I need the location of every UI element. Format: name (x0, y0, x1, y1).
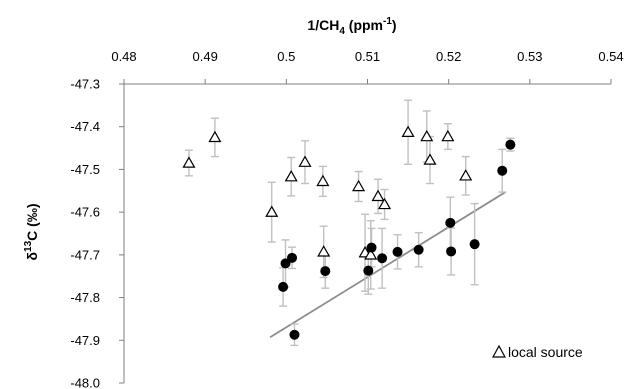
local-source-point (459, 169, 473, 181)
legend-label: local source (508, 344, 583, 360)
local-source-point (420, 129, 434, 142)
data-point (497, 165, 508, 176)
y-axis-title-rest: C (‰) (24, 204, 40, 241)
local-source-point (265, 205, 279, 217)
data-point (377, 253, 388, 264)
local-source-point (284, 169, 298, 182)
x-axis-title-unit-open: (ppm (345, 17, 383, 33)
local-source-point (401, 125, 415, 137)
y-tick-label: -47.4 (70, 119, 100, 134)
data-point (366, 242, 377, 253)
x-axis-title-subscript: 4 (339, 26, 345, 37)
data-point (363, 265, 374, 276)
x-tick-label: 0.53 (517, 49, 542, 64)
x-tick-label: 0.54 (598, 49, 623, 64)
local-source-point (316, 174, 330, 187)
data-markers (182, 125, 516, 340)
data-point (446, 246, 457, 257)
y-tick-label: -47.6 (70, 205, 100, 220)
local-source-point (364, 248, 378, 260)
trendline-group (269, 191, 506, 339)
data-point (445, 217, 456, 228)
y-axis-title-main: δ (24, 252, 40, 261)
data-point (320, 266, 331, 277)
local-source-point (298, 155, 312, 167)
local-source-point (371, 189, 385, 202)
data-point (392, 246, 403, 257)
x-tick-label: 0.5 (277, 49, 295, 64)
y-tick-label: -47.5 (70, 162, 100, 177)
x-tick-label: 0.51 (355, 49, 380, 64)
x-tick-label: 0.52 (436, 49, 461, 64)
local-source-point (423, 153, 437, 165)
y-tick-label: -48.0 (70, 376, 100, 389)
local-source-point (441, 129, 455, 142)
y-tick-label: -47.7 (70, 247, 100, 262)
data-point (289, 329, 300, 340)
trendline (269, 191, 506, 339)
data-point (280, 258, 291, 269)
axes: 0.48 0.49 0.5 0.51 0.52 0.53 0.54 -47.3 -47.4 -47… (70, 49, 623, 389)
local-source-point (208, 130, 222, 143)
data-point (278, 281, 289, 292)
data-point (287, 252, 298, 263)
legend-marker-triangle (491, 344, 507, 358)
local-source-point (317, 245, 331, 257)
local-source-point (352, 179, 366, 192)
y-tick-label: -47.9 (70, 333, 100, 348)
data-point (469, 239, 480, 250)
x-axis-title: 1/CH4 (ppm-1) (307, 16, 396, 37)
error-bars (184, 99, 515, 347)
local-source-point (378, 197, 392, 210)
y-tick-label: -47.8 (70, 290, 100, 305)
x-tick-label: 0.49 (193, 49, 218, 64)
y-tick-label: -47.3 (70, 77, 100, 92)
x-axis-title-main: 1/CH (307, 17, 339, 33)
data-point (505, 139, 516, 150)
legend: local source (491, 344, 583, 360)
x-tick-label: 0.48 (111, 49, 136, 64)
x-axis-title-unit-close: ) (392, 17, 397, 33)
y-axis-title-superscript: 13 (23, 240, 34, 252)
data-point (413, 244, 424, 255)
x-axis-title-unit-superscript: -1 (383, 16, 392, 27)
local-source-point (182, 156, 196, 168)
y-axis-title: δ13C (‰) (23, 204, 40, 261)
y-axis-title-group: δ13C (‰) (23, 204, 40, 261)
